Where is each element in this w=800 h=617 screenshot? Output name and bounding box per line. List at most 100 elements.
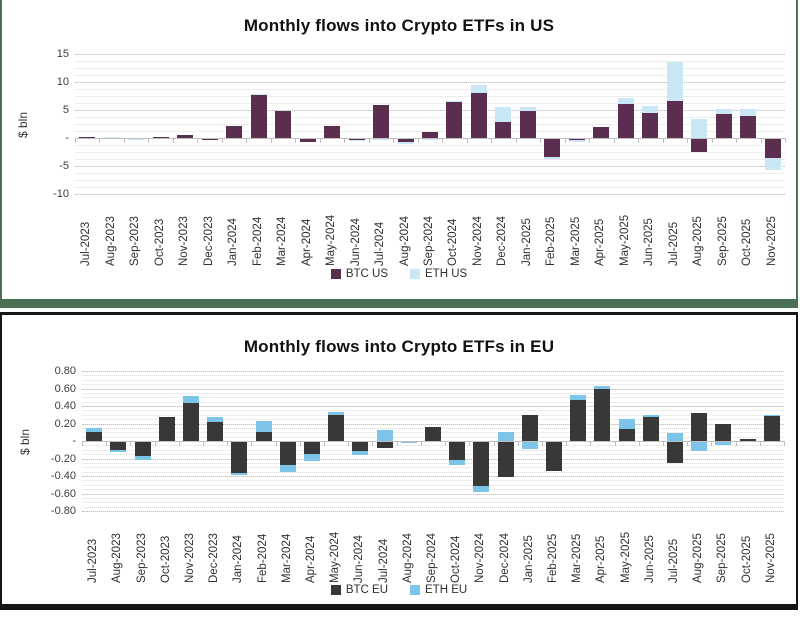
legend-entry: BTC US <box>330 268 388 280</box>
x-axis-tick <box>344 138 346 143</box>
minor-gridline <box>75 89 785 90</box>
bar-btc-eu <box>231 441 248 473</box>
y-tick-label: 15 <box>56 48 69 60</box>
bar-btc-eu <box>570 399 587 441</box>
x-axis-month-label: Mar-2025 <box>571 533 584 583</box>
bar-eth-us <box>764 158 781 171</box>
x-axis-tick <box>735 441 737 446</box>
y-tick-label: 0.20 <box>54 417 76 430</box>
us-plot-area <box>75 54 786 195</box>
bar-btc-eu <box>546 441 563 471</box>
x-axis-tick <box>638 138 640 143</box>
bar-eth-eu <box>642 414 659 417</box>
major-gridline <box>82 388 784 390</box>
bar-btc-us <box>715 114 732 138</box>
bar-eth-eu <box>618 419 635 429</box>
minor-gridline <box>82 375 784 377</box>
x-axis-tick <box>613 138 615 143</box>
bar-btc-eu <box>86 432 103 441</box>
x-axis-tick <box>590 441 592 446</box>
bar-eth-us <box>470 84 487 94</box>
x-axis-month-label: Sep-2023 <box>129 216 142 266</box>
x-axis-tick <box>469 441 471 446</box>
minor-gridline <box>82 414 784 416</box>
x-axis-month-label: Dec-2024 <box>496 216 509 266</box>
minor-gridline <box>82 480 784 482</box>
x-axis-tick <box>711 441 713 446</box>
x-axis-tick <box>517 441 519 446</box>
x-axis-tick <box>275 441 277 446</box>
x-axis-month-label: Jul-2025 <box>668 538 681 583</box>
x-axis-line <box>75 138 785 139</box>
bar-eth-eu <box>231 472 248 476</box>
minor-gridline <box>75 124 785 125</box>
x-axis-month-label: Oct-2023 <box>153 218 166 266</box>
x-axis-tick <box>246 138 248 143</box>
x-axis-month-label: Sep-2025 <box>716 216 729 266</box>
bar-eth-us <box>446 101 463 103</box>
minor-gridline <box>75 173 785 174</box>
bar-eth-eu <box>667 433 684 441</box>
bar-eth-us <box>348 139 365 141</box>
bar-btc-us <box>470 93 487 138</box>
bar-btc-us <box>495 122 512 138</box>
bar-btc-us <box>593 126 610 138</box>
bar-btc-eu <box>763 415 780 441</box>
x-axis-month-label: Jan-2024 <box>227 218 240 266</box>
bar-btc-eu <box>715 424 732 441</box>
legend-label: ETH US <box>425 268 468 280</box>
bar-eth-eu <box>110 449 127 452</box>
x-axis-tick <box>589 138 591 143</box>
x-axis-month-label: Apr-2025 <box>595 535 608 583</box>
x-axis-month-label: May-2025 <box>619 531 632 583</box>
x-axis-month-label: Apr-2024 <box>300 218 313 266</box>
legend-swatch <box>330 585 341 595</box>
x-axis-tick <box>564 138 566 143</box>
x-axis-month-label: Nov-2025 <box>765 216 778 266</box>
x-axis-month-label: Sep-2024 <box>426 533 438 583</box>
bar-eth-us <box>103 136 120 138</box>
minor-gridline <box>75 68 785 69</box>
x-axis-tick <box>299 441 301 446</box>
x-axis-tick <box>197 138 199 143</box>
x-axis-tick <box>736 138 738 143</box>
bar-eth-us <box>250 93 267 95</box>
bar-btc-eu <box>449 441 466 461</box>
x-axis-month-label: Jul-2023 <box>87 538 100 583</box>
x-axis-tick <box>227 441 229 446</box>
minor-gridline <box>75 61 785 62</box>
x-axis-tick <box>75 138 76 143</box>
bar-btc-us <box>740 116 757 138</box>
bar-eth-us <box>642 105 659 113</box>
us-chart-panel: Monthly flows into Crypto ETFs in US $ b… <box>0 0 798 308</box>
bar-btc-eu <box>182 403 199 441</box>
x-axis-month-label: Jan-2024 <box>232 535 245 583</box>
x-axis-month-label: Apr-2025 <box>594 218 607 266</box>
x-axis-month-label: Aug-2025 <box>692 533 705 583</box>
bar-eth-eu <box>352 450 369 455</box>
x-axis-tick <box>662 441 664 446</box>
x-axis-month-label: Jul-2023 <box>80 221 93 266</box>
bar-btc-eu <box>497 441 514 477</box>
bar-eth-eu <box>691 441 708 451</box>
bar-eth-eu <box>497 432 514 441</box>
minor-gridline <box>82 497 784 499</box>
y-tick-label: -0.20 <box>50 452 76 465</box>
minor-gridline <box>82 401 784 403</box>
legend-entry: ETH EU <box>410 584 467 596</box>
bar-eth-us <box>519 107 536 111</box>
bar-eth-eu <box>303 454 320 462</box>
x-axis-tick <box>178 441 180 446</box>
minor-gridline <box>75 75 785 76</box>
bar-btc-eu <box>158 416 175 441</box>
legend-entry: ETH US <box>410 268 467 280</box>
bar-btc-eu <box>207 421 224 441</box>
bar-btc-eu <box>618 428 635 441</box>
bar-btc-us <box>324 125 341 138</box>
bar-btc-eu <box>691 413 708 441</box>
x-axis-tick <box>348 441 350 446</box>
x-axis-month-label: Aug-2025 <box>692 216 705 266</box>
x-axis-tick <box>251 441 253 446</box>
major-gridline <box>75 194 785 195</box>
bar-btc-us <box>79 136 96 138</box>
